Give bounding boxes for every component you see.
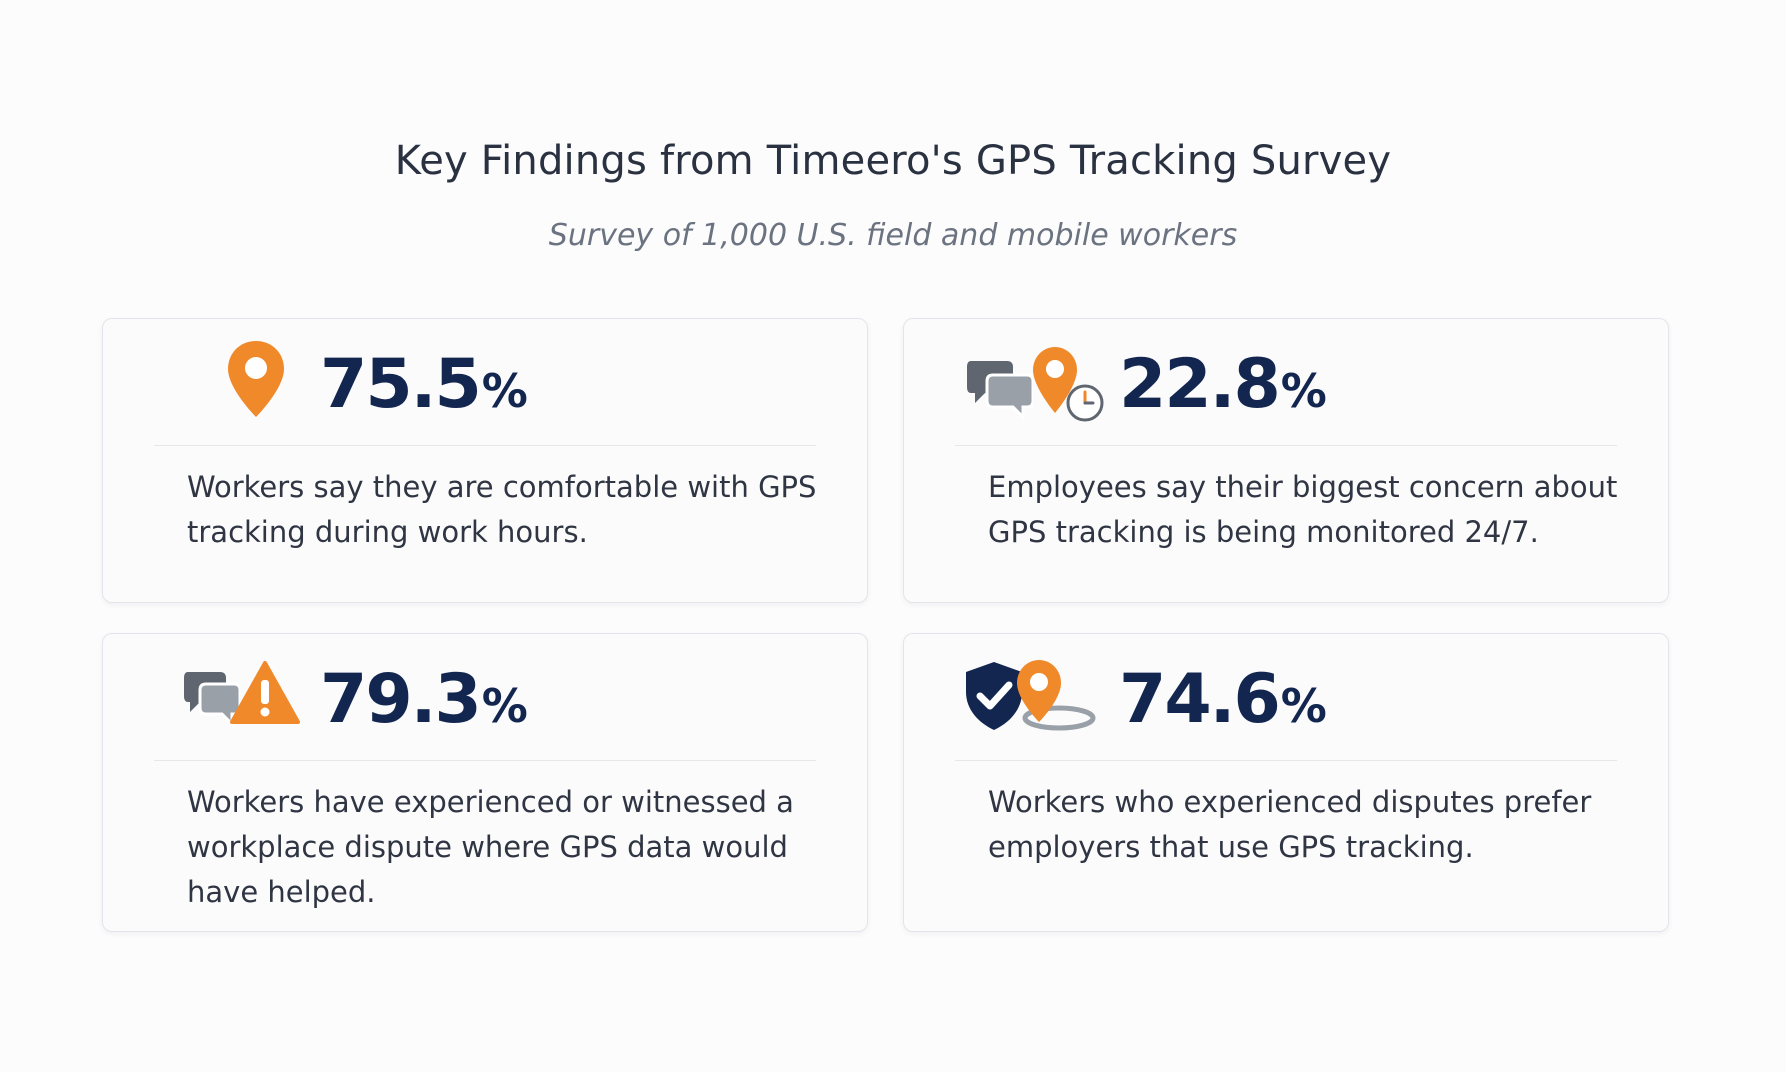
finding-card-header: 74.6% <box>955 634 1617 761</box>
chat-bubbles-icon <box>967 339 1033 431</box>
location-pin-icon <box>226 339 296 431</box>
stat-value: 79.3 <box>320 660 482 739</box>
finding-description: Workers have experienced or witnessed a … <box>187 785 794 909</box>
finding-stat: 79.3% <box>320 658 528 742</box>
chat-bubbles-icon <box>184 654 240 746</box>
stat-unit: % <box>481 679 528 733</box>
stat-unit: % <box>1280 679 1327 733</box>
clock-icon <box>1065 339 1105 431</box>
finding-card-header: 22.8% <box>955 319 1617 446</box>
location-pin-icon <box>1031 339 1079 431</box>
page-title: Key Findings from Timeero's GPS Tracking… <box>394 138 1392 184</box>
shield-check-icon <box>963 654 1027 746</box>
finding-card-dispute: 79.3% Workers have experienced or witnes… <box>102 633 868 932</box>
finding-description: Employees say their biggest concern abou… <box>988 470 1618 549</box>
stat-unit: % <box>1280 364 1327 418</box>
finding-card-preference: 74.6% Workers who experienced disputes p… <box>903 633 1669 932</box>
stat-value: 75.5 <box>320 345 482 424</box>
finding-description: Workers say they are comfortable with GP… <box>187 470 817 549</box>
finding-stat: 75.5% <box>320 343 528 427</box>
location-pin-icon <box>1015 654 1099 746</box>
finding-card-header: 75.5% <box>154 319 816 446</box>
stat-unit: % <box>481 364 528 418</box>
page-subtitle: Survey of 1,000 U.S. field and mobile wo… <box>548 218 1238 253</box>
finding-description: Workers who experienced disputes prefer … <box>988 785 1592 864</box>
stat-value: 22.8 <box>1119 345 1281 424</box>
warning-icon <box>230 654 302 746</box>
finding-stat: 74.6% <box>1119 658 1327 742</box>
finding-card-comfortable: 75.5% Workers say they are comfortable w… <box>102 318 868 603</box>
finding-stat: 22.8% <box>1119 343 1327 427</box>
finding-card-header: 79.3% <box>154 634 816 761</box>
finding-card-concern: 22.8% Employees say their biggest concer… <box>903 318 1669 603</box>
stat-value: 74.6 <box>1119 660 1281 739</box>
